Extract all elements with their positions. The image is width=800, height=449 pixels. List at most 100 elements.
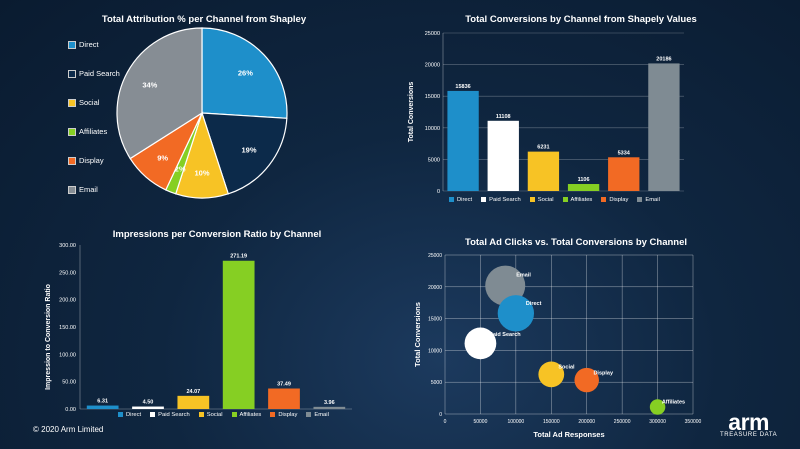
bubble-paid-search [464, 327, 497, 360]
bar-paid-search [487, 120, 519, 191]
data-label-paid-search: 4.50 [143, 400, 154, 406]
y-tick-label: 10000 [428, 348, 442, 354]
legend-label: Email [314, 412, 329, 419]
data-label-social: 6231 [537, 145, 549, 151]
y-tick-label: 200.00 [59, 298, 76, 304]
legend-swatch [601, 197, 607, 202]
legend-swatch [150, 412, 156, 417]
bubble-display [574, 367, 599, 393]
logo-wordmark: arm [728, 409, 769, 435]
legend-swatch [68, 70, 76, 79]
x-tick-label: 150000 [543, 419, 560, 425]
copyright-text: © 2020 Arm Limited [33, 425, 104, 434]
legend-label: Affiliates [570, 197, 593, 204]
y-tick-label: 300.00 [59, 243, 76, 249]
conversions-legend: Direct Paid Search Social Affiliates Display… [449, 197, 669, 203]
y-tick-label: 5000 [428, 157, 440, 163]
data-label-display: 37.49 [277, 382, 291, 388]
bar-display [268, 388, 300, 409]
bubble-affiliates [649, 399, 666, 415]
y-tick-label: 250.00 [59, 270, 76, 276]
bar-direct [86, 405, 119, 409]
scatter-chart-title: Total Ad Clicks vs. Total Conversions by… [464, 237, 688, 248]
bubble-chart: 0 50000 100000 150000 200000 250000 300000 3500… [413, 253, 702, 439]
x-tick-label: 50000 [473, 419, 487, 425]
conversions-chart-panel: Total Conversions by Channel from Shapel… [400, 0, 800, 220]
pie-slice-email [116, 27, 203, 160]
legend-item-email: Email [637, 197, 660, 203]
legend-swatch [637, 197, 643, 202]
legend-item-display: Display [68, 156, 104, 166]
x-tick-label: 350000 [685, 419, 702, 425]
y-tick-label: 150.00 [59, 325, 76, 331]
arm-treasure-data-logo: arm TREASURE DATA [720, 409, 778, 439]
bubble-label-email: Email [516, 273, 531, 279]
data-label-direct: 15836 [455, 84, 470, 90]
bar-affiliates [222, 260, 255, 409]
pie-label-email: 34% [142, 80, 157, 89]
pie-chart: 26% 19% 10% 2% 9% 34% [116, 27, 288, 199]
data-label-email: 20186 [656, 56, 671, 62]
x-tick-label: 100000 [508, 419, 525, 425]
legend-item-paid-search: Paid Search [150, 412, 190, 418]
legend-swatch [231, 412, 237, 417]
legend-label: Display [278, 412, 298, 419]
y-tick-label: 0.00 [65, 407, 76, 413]
y-tick-label: 25000 [425, 31, 440, 37]
legend-swatch [529, 197, 535, 202]
x-tick-label: 250000 [614, 419, 631, 425]
legend-label: Display [609, 197, 629, 204]
x-tick-label: 0 [444, 419, 447, 425]
legend-swatch [68, 157, 76, 166]
y-axis-title: Total Conversions [413, 302, 422, 367]
logo-subtitle: TREASURE DATA [720, 432, 778, 438]
y-tick-label: 15000 [425, 94, 440, 100]
legend-item-email: Email [306, 412, 329, 418]
legend-label: Paid Search [158, 412, 190, 419]
y-axis-title: Impression to Conversion Ratio [45, 284, 52, 390]
pie-label-display: 9% [157, 154, 168, 163]
legend-item-affiliates: Affiliates [68, 127, 107, 137]
pie-label-affiliates: 2% [175, 164, 186, 173]
y-tick-label: 20000 [428, 285, 442, 291]
bar-social [177, 395, 210, 409]
pie-chart-panel: Total Attribution % per Channel from Sha… [0, 0, 400, 220]
bubble-label-affiliates: Affiliates [662, 399, 685, 405]
legend-swatch [562, 197, 568, 202]
legend-label: Paid Search [489, 197, 521, 204]
bubble-label-paid-search: Paid Search [489, 332, 521, 338]
y-tick-label: 100.00 [59, 352, 76, 358]
legend-label: Direct [457, 197, 473, 204]
legend-label: Direct [79, 40, 99, 49]
legend-item-social: Social [529, 197, 554, 204]
y-tick-label: 0 [439, 412, 442, 418]
x-axis-title: Total Ad Responses [533, 430, 604, 439]
bubble-direct [497, 295, 535, 332]
y-tick-label: 10000 [425, 126, 440, 132]
legend-label: Paid Search [79, 69, 120, 78]
legend-label: Affiliates [239, 412, 262, 419]
legend-item-paid-search: Paid Search [68, 69, 120, 79]
bubble-label-display: Display [593, 371, 614, 377]
legend-label: Email [79, 185, 98, 194]
legend-label: Social [537, 197, 554, 204]
bar-paid-search [132, 406, 164, 409]
data-label-social: 24.07 [186, 389, 200, 395]
y-tick-label: 15000 [428, 317, 442, 323]
legend-item-email: Email [68, 185, 98, 195]
bar-display [608, 157, 640, 191]
legend-item-display: Display [270, 412, 297, 418]
legend-swatch [68, 41, 76, 50]
impressions-legend: Direct Paid Search Social Affiliates Display… [118, 412, 338, 418]
y-axis-title: Total Conversions [408, 82, 415, 143]
legend-item-affiliates: Affiliates [562, 197, 593, 204]
legend-swatch [68, 186, 76, 195]
legend-swatch [449, 197, 454, 202]
legend-item-direct: Direct [118, 412, 141, 418]
conversions-bar-chart: 0 5000 10000 15000 20000 25000 Total Conversio… [408, 31, 684, 195]
y-tick-label: 0 [437, 189, 440, 195]
legend-item-paid-search: Paid Search [481, 197, 521, 203]
y-tick-label: 5000 [431, 380, 442, 386]
data-label-display: 5334 [618, 150, 631, 156]
impressions-chart-title: Impressions per Conversion Ratio by Chan… [112, 229, 322, 240]
